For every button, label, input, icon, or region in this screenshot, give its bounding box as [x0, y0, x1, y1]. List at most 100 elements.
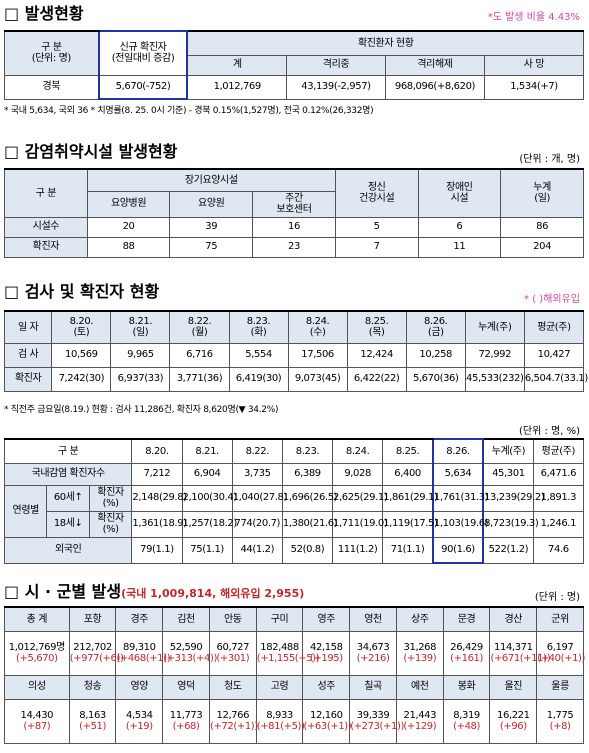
- table-cell: 1,761(31.3): [431, 484, 489, 512]
- table: 구 분 8.20. 8.21. 8.22. 8.23. 8.24. 8.25. 8.26. 누계…: [3, 438, 585, 564]
- header-cell: 8.20.: [131, 438, 183, 464]
- table-cell: 5,670(-752): [97, 74, 189, 100]
- header-cell: 8.21. (일): [110, 310, 171, 344]
- table-cell: 경북: [3, 74, 100, 100]
- table-row: 요양병원 요양원 주간 보호센터: [5, 190, 584, 218]
- header-cell: 격리해제: [384, 54, 485, 76]
- table-cell: 6,400: [382, 462, 434, 486]
- section-3-head: □ 검사 및 확진자 현황 * ( )해외유입: [4, 278, 584, 305]
- table-cell: 6,716: [169, 342, 230, 368]
- table-cell: 34,673 (+216): [349, 630, 397, 676]
- table-cell: 7: [334, 236, 419, 258]
- table-cell: 5,554: [228, 342, 289, 368]
- total-value: 16,221: [497, 709, 530, 721]
- table-cell: 23: [252, 236, 336, 258]
- header-cell: 예천: [395, 674, 444, 700]
- header-cell: 요양원: [169, 190, 254, 218]
- section-5-table: 총 계 포항 경주 김천 안동 구미 영주 영천 상주 문경 경산 군위 1,012,769명 (+5,6…: [4, 606, 585, 744]
- total-value: 42,158: [310, 641, 343, 653]
- header-cell: 8.23.: [281, 438, 334, 464]
- table-cell: 12,424: [346, 342, 407, 368]
- table-cell: 31,268 (+139): [395, 630, 444, 676]
- section-title: □ 발생현황: [4, 4, 84, 23]
- table-cell: 6,937(33): [110, 366, 171, 392]
- table-cell: 71(1.1): [382, 536, 434, 564]
- table-row: 국내감염 확진자수 7,212 6,904 3,735 6,389 9,028 6,400 5…: [3, 462, 585, 486]
- header-cell: 구 분 (단위: 명): [3, 30, 100, 76]
- total-value: 52,590: [169, 641, 203, 653]
- header-cell: 청도: [208, 674, 257, 700]
- header-cell: 영덕: [162, 674, 210, 700]
- total-value: 114,371: [494, 641, 533, 653]
- change-value: (+5,670): [16, 653, 58, 664]
- header-cell: 울릉: [536, 674, 584, 700]
- row-label: 국내감염 확진자수: [3, 462, 133, 486]
- table-cell: 16: [252, 216, 336, 238]
- table-row: 검 사 10,569 9,965 6,716 5,554 17,506 12,424 10,2…: [3, 342, 585, 368]
- header-cell: 영천: [349, 606, 397, 632]
- total-value: 1,012,769명: [8, 641, 65, 653]
- table-cell: 42,158 (+195): [302, 630, 351, 676]
- change-value: (+129): [403, 721, 437, 732]
- change-value: (+68): [172, 721, 200, 732]
- header-cell: 청송: [68, 674, 117, 700]
- table-cell: 79(1.1): [131, 536, 183, 564]
- row-label: 외국인: [3, 536, 133, 564]
- total-value: 60,727: [216, 641, 250, 653]
- table-cell: 1,861(29.1): [382, 484, 438, 512]
- header-cell: 김천: [162, 606, 210, 632]
- table-cell: 26,429 (+161): [442, 630, 491, 676]
- rate-note: *도 발생 비율 4.43%: [487, 12, 580, 23]
- header-cell: 격리중: [285, 54, 386, 76]
- total-value: 14,430: [20, 709, 54, 721]
- header-cell: 확진환자 현황: [186, 30, 585, 56]
- table-cell: 12,766 (+72(+1)): [208, 698, 258, 744]
- table-row: 구 분 8.20. 8.21. 8.22. 8.23. 8.24. 8.25. 8.26. 누계…: [3, 438, 585, 464]
- table-row: 18세↓ 확진자(%) 1,361(18.9) 1,257(18.2) 774(20.7…: [5, 510, 585, 538]
- change-value: (+671(+11)): [490, 653, 551, 664]
- total-value: 212,702: [73, 641, 112, 653]
- table-cell: 10,427: [523, 342, 585, 368]
- total-value: 26,429: [450, 641, 483, 653]
- change-value: (+273(+1)): [350, 721, 405, 732]
- header-cell: 8.24.: [332, 438, 384, 464]
- change-value: (+313(+4)): [163, 653, 218, 664]
- table-cell: 1,040(27.8): [231, 484, 287, 512]
- total-value: 31,268: [403, 641, 437, 653]
- header-cell: 구 분: [3, 438, 133, 464]
- section-3-table: 일 자 8.20. (토) 8.21. (일) 8.22. (월) 8.23. (화) 8…: [3, 310, 588, 392]
- header-cell: 문경: [442, 606, 491, 632]
- table-cell: 3,735: [231, 462, 283, 486]
- header-cell: 주간 보호센터: [252, 190, 336, 218]
- table-cell: 1,891.3: [532, 484, 585, 512]
- table: 일 자 8.20. (토) 8.21. (일) 8.22. (월) 8.23. (화) 8…: [3, 310, 588, 392]
- table-row: 확진자 7,242(30) 6,937(33) 3,771(36) 6,419(30) 9…: [3, 366, 588, 392]
- table-row: 구 분 (단위: 명) 신규 확진자 (전일대비 증감) 확진환자 현황: [3, 30, 585, 76]
- table-cell: 1,534(+7): [483, 74, 585, 100]
- section-title: □ 감염취약시설 발생현황: [4, 142, 178, 161]
- total-value: 39,339: [356, 709, 390, 721]
- table-cell: 12,160 (+63(+1)): [302, 698, 352, 744]
- table-cell: 52(0.8): [281, 536, 334, 564]
- unit-note: (단위 : 명): [534, 592, 580, 603]
- table-cell: 6,422(22): [346, 366, 407, 392]
- table-cell: 1,696(26.5): [281, 484, 338, 512]
- table-cell: 8,319 (+48): [442, 698, 491, 744]
- header-cell: 정신 건강시설: [334, 168, 419, 218]
- change-value: (+81(+5)): [256, 721, 305, 732]
- table-row: 외국인 79(1.1) 75(1.1) 44(1.2) 52(0.8) 111(1.2) 7…: [3, 536, 585, 564]
- header-cell: 누계(주): [482, 438, 534, 464]
- table-cell: 8,933 (+81(+5)): [255, 698, 305, 744]
- section-2-head: □ 감염취약시설 발생현황 (단위 : 개, 명): [4, 138, 584, 165]
- table-cell: 8,723(19.3): [482, 510, 539, 538]
- header-cell: 8.22.: [231, 438, 283, 464]
- table-cell: 5,634: [431, 462, 485, 486]
- table-cell: 검 사: [3, 342, 53, 368]
- table-cell: 10,258: [405, 342, 466, 368]
- header-cell: 총 계: [4, 606, 70, 632]
- header-cell: 계: [186, 54, 287, 76]
- header-cell: 성주: [302, 674, 351, 700]
- table-cell: 182,488 (+1,155(+5)): [255, 630, 320, 676]
- table-cell: 75(1.1): [181, 536, 233, 564]
